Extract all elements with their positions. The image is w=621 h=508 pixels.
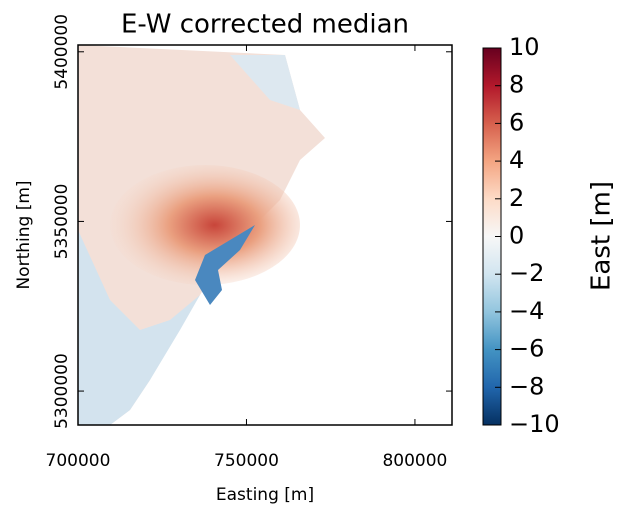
y-tick-label: 5300000 (52, 353, 72, 429)
colorbar-tick-label: 10 (509, 33, 540, 61)
map-image (78, 45, 325, 425)
colorbar-tick-label: 8 (509, 71, 524, 99)
colorbar-label: East [m] (587, 181, 617, 291)
colorbar-tick-label: 4 (509, 146, 524, 174)
x-axis-label: Easting [m] (216, 485, 314, 505)
plot-frame (77, 44, 453, 426)
x-tick-label: 700000 (46, 451, 111, 471)
colorbar-tick-label: 2 (509, 184, 524, 212)
colorbar-tick-label: −6 (509, 335, 544, 363)
colorbar-tick-label: −10 (509, 410, 560, 438)
colorbar-tick-label: 6 (509, 108, 524, 136)
y-tick-label: 5350000 (52, 184, 72, 260)
x-tick-label: 800000 (382, 451, 447, 471)
colorbar-tick-label: −8 (509, 372, 544, 400)
y-axis-label: Northing [m] (14, 180, 34, 289)
colorbar-tick-label: −2 (509, 259, 544, 287)
colorbar-tick-label: 0 (509, 222, 524, 250)
x-tick-label: 750000 (214, 451, 279, 471)
y-tick-label: 5400000 (52, 14, 72, 90)
chart-title: E-W corrected median (121, 10, 409, 40)
colorbar-tick-label: −4 (509, 297, 544, 325)
